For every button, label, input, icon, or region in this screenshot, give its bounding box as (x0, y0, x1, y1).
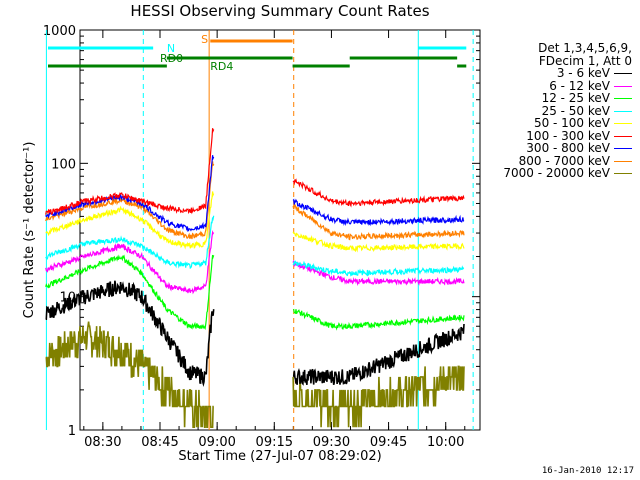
annotation-label: S (201, 33, 208, 46)
x-tick-label: 09:45 (370, 435, 407, 450)
legend-swatch (614, 73, 632, 74)
legend-label: 800 - 7000 keV (518, 153, 610, 168)
legend-entry: 100 - 300 keV (492, 128, 632, 143)
series-line (45, 254, 465, 331)
series-line (45, 321, 465, 428)
plot-frame (79, 29, 481, 431)
legend-label: 3 - 6 keV (556, 66, 610, 80)
y-tick-label: 1 (68, 424, 76, 439)
series-line (45, 215, 465, 277)
x-tick-label: 09:30 (313, 435, 350, 450)
legend-swatch (614, 160, 632, 162)
legend-entry: 3 - 6 keV (492, 67, 632, 80)
footer-date: 16-Jan-2010 12:17 (541, 466, 634, 476)
legend-label: 50 - 100 keV (533, 116, 610, 130)
legend-entry: 25 - 50 keV (492, 103, 632, 118)
annotation-label: N (167, 42, 175, 55)
chart-legend: Det 1,3,4,5,6,9, FDecim 1, Att 0 3 - 6 k… (492, 42, 632, 180)
series-line (45, 191, 465, 253)
series-line (45, 230, 465, 295)
series-line (45, 161, 465, 241)
legend-swatch (614, 173, 632, 174)
legend-swatch (614, 85, 632, 87)
x-tick-label: 09:15 (256, 435, 293, 450)
legend-swatch (614, 123, 632, 124)
legend-label: 300 - 800 keV (526, 141, 610, 155)
annotation-label: RD0 (160, 52, 183, 65)
legend-header-1: Det 1,3,4,5,6,9, (538, 41, 632, 55)
legend-entry: 6 - 12 keV (492, 78, 632, 93)
legend-swatch (614, 148, 632, 149)
y-tick-label: 100 (51, 157, 76, 172)
series-line (45, 128, 465, 216)
legend-label: 100 - 300 keV (526, 128, 610, 143)
x-tick-label: 08:30 (84, 435, 121, 450)
series-line (45, 155, 465, 233)
y-axis-label: Count Rate (s⁻¹ detector⁻¹) (22, 142, 37, 319)
x-tick-label: 08:45 (141, 435, 178, 450)
legend-label: 12 - 25 keV (541, 91, 610, 105)
legend-entry: 800 - 7000 keV (492, 153, 632, 168)
annotation-label: RD4 (210, 60, 233, 73)
x-axis-label: Start Time (27-Jul-07 08:29:02) (178, 449, 381, 464)
legend-swatch (614, 98, 632, 99)
legend-header-2: FDecim 1, Att 0 (538, 53, 632, 68)
chart-title: HESSI Observing Summary Count Rates (130, 2, 430, 20)
legend-swatch (614, 110, 632, 112)
legend-entry: 7000 - 20000 keV (492, 167, 632, 180)
legend-swatch (614, 135, 632, 137)
x-tick-label: 10:00 (427, 435, 464, 450)
legend-label: 6 - 12 keV (549, 78, 610, 93)
legend-entry: 12 - 25 keV (492, 92, 632, 105)
series-line (45, 280, 465, 388)
legend-label: 7000 - 20000 keV (503, 166, 610, 180)
legend-label: 25 - 50 keV (541, 103, 610, 118)
x-tick-label: 09:00 (198, 435, 235, 450)
y-tick-label: 1000 (43, 24, 76, 39)
legend-entry: 50 - 100 keV (492, 117, 632, 130)
legend-entry: 300 - 800 keV (492, 142, 632, 155)
